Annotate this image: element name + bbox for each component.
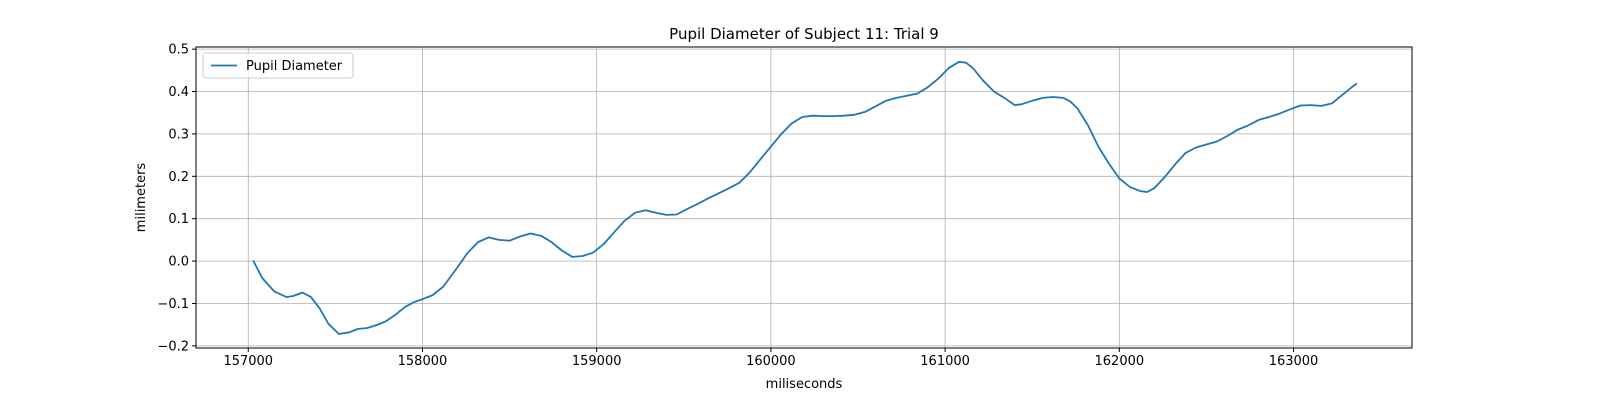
axis-ticks: 157000 158000 159000 160000 161000 162000 1630… (157, 43, 1318, 369)
x-tick-label: 163000 (1269, 354, 1319, 369)
x-axis-title: miliseconds (766, 377, 843, 392)
y-tick-label: −0.2 (157, 339, 189, 354)
x-tick-label: 158000 (398, 354, 448, 369)
x-tick-label: 161000 (920, 354, 970, 369)
x-tick-label: 162000 (1095, 354, 1145, 369)
series-line-pupil-diameter (252, 60, 1358, 335)
y-tick-label: 0.5 (168, 43, 189, 58)
y-tick-label: −0.1 (157, 297, 189, 312)
y-tick-label: 0.4 (168, 85, 189, 100)
x-tick-label: 160000 (746, 354, 796, 369)
y-tick-label: 0.3 (168, 127, 189, 142)
plot-frame (195, 46, 1413, 349)
y-tick-label: 0.1 (168, 212, 189, 227)
y-axis-title: milimeters (134, 163, 149, 233)
x-tick-label: 159000 (572, 354, 622, 369)
x-tick-label: 157000 (223, 354, 273, 369)
series-lines (252, 60, 1358, 335)
chart-title: Pupil Diameter of Subject 11: Trial 9 (669, 25, 939, 43)
legend-label: Pupil Diameter (246, 59, 343, 74)
y-tick-label: 0.0 (168, 255, 189, 270)
legend-box (202, 52, 354, 79)
y-tick-label: 0.2 (168, 170, 189, 185)
grid-lines (196, 47, 1412, 348)
legend: Pupil Diameter (202, 52, 354, 79)
